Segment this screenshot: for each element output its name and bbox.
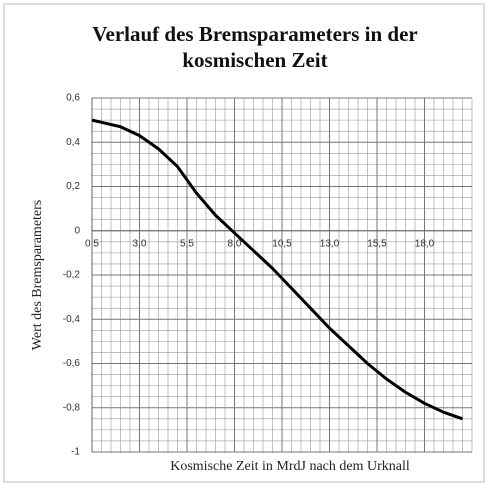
y-tick-label: -1 <box>71 447 80 458</box>
x-tick-label: 18,0 <box>415 238 435 249</box>
y-tick-label: -0,8 <box>63 402 81 413</box>
y-tick-label: 0,6 <box>66 93 80 104</box>
x-tick-label: 10,5 <box>272 238 292 249</box>
y-tick-label: -0,4 <box>63 314 81 325</box>
y-tick-label: -0,2 <box>63 270 81 281</box>
y-tick-label: -0,6 <box>63 358 81 369</box>
y-tick-label: 0,4 <box>66 137 80 148</box>
y-tick-label: 0,2 <box>66 181 80 192</box>
y-tick-label: 0 <box>74 225 80 236</box>
x-tick-label: 8,0 <box>228 238 242 249</box>
x-tick-label: 13,0 <box>320 238 340 249</box>
chart-title: kosmischen Zeit <box>182 48 327 72</box>
chart-title: Verlauf des Bremsparameters in der <box>92 22 417 46</box>
y-axis-label: Wert des Bremsparameters <box>30 200 45 350</box>
x-tick-label: 15,5 <box>367 238 387 249</box>
line-series <box>91 118 463 421</box>
x-tick-label: 5,5 <box>180 238 194 249</box>
x-tick-label: 3,0 <box>133 238 147 249</box>
x-axis-label: Kosmische Zeit in MrdJ nach dem Urknall <box>170 459 410 474</box>
